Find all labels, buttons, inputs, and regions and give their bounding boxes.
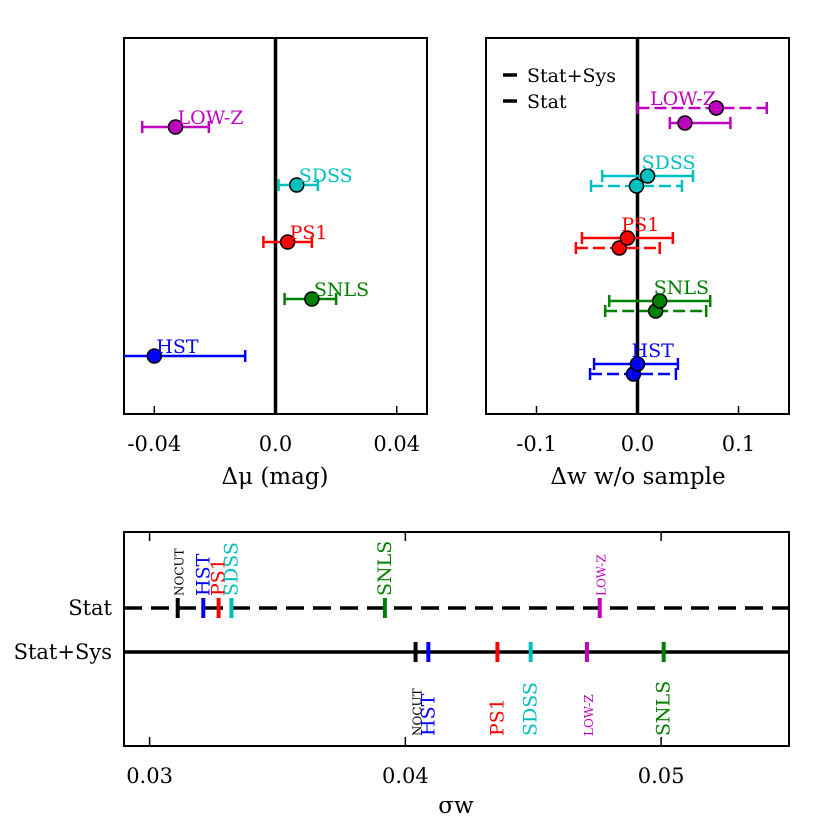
w-point-ps1: PS1 [574,214,675,256]
mu-label-ps1: PS1 [290,222,328,244]
w-point-low-z: LOW-Z [636,88,769,131]
w-marker-stat-ps1 [619,230,636,246]
mu-xlabel: Δμ (mag) [221,464,328,490]
sigma-label-stat-sys-low-z: LOW-Z [582,694,596,736]
mu-marker-sdss [288,177,305,193]
mu-xtick-label: 0.04 [373,432,420,456]
w-label-sdss: SDSS [642,152,696,174]
mu-point-sdss: SDSS [277,165,353,193]
sigma-row-label-stat-sys: Stat+Sys [14,640,112,664]
w-marker-statsys-low-z [708,100,725,116]
w-xlabel: Δw w/o sample [550,464,725,490]
w-marker-statsys-sdss [628,178,645,194]
mu-point-snls: SNLS [283,279,369,307]
sigma-label-stat-sys-ps1: PS1 [486,698,508,736]
mu-xtick-label: 0.0 [259,432,292,456]
sigma-label-stat-nocut: NOCUT [173,548,187,596]
mu-point-low-z: LOW-Z [140,107,244,135]
w-point-sdss: SDSS [589,152,696,194]
sigma-label-stat-low-z: LOW-Z [595,554,609,596]
legend-statsys-label: Stat+Sys [527,65,616,87]
mu-marker-low-z [167,119,184,135]
mu-label-low-z: LOW-Z [178,107,244,129]
mu-marker-hst [146,348,163,364]
sigma-label-stat-ps1: PS1 [208,558,230,596]
mu-marker-ps1 [279,234,296,250]
w-marker-stat-hst [629,356,646,372]
w-marker-statsys-ps1 [611,240,628,256]
legend: Stat+Sys Stat [503,65,616,113]
sigma-label-stat-sys-snls: SNLS [653,681,675,736]
w-label-snls: SNLS [654,277,709,299]
mu-xtick-label: -0.04 [127,432,181,456]
sigma-label-stat-hst: HST [192,553,214,596]
sigma-xtick-label: 0.04 [382,764,429,788]
panel-delta-w: -0.1 0.0 0.1 LOW-Z SDSS PS1 SNLS HST Stat+Sys S… [485,37,790,490]
mu-point-ps1: PS1 [262,222,328,250]
w-xtick-label: -0.1 [516,432,557,456]
w-point-snls: SNLS [603,277,712,319]
sigma-label-stat-sys-sdss: SDSS [520,682,542,736]
mu-label-snls: SNLS [314,279,369,301]
mu-label-hst: HST [156,336,199,358]
panel-delta-mu: -0.04 0.0 0.04 LOW-Z SDSS PS1 SNLS HST Δμ (mag) [123,37,428,490]
sigma-label-stat-snls: SNLS [374,541,396,596]
sigma-row-label-stat: Stat [68,596,112,620]
legend-stat-label: Stat [527,91,567,113]
w-marker-stat-sdss [639,168,656,184]
w-marker-stat-low-z [677,115,693,131]
sigma-xtick-label: 0.05 [638,764,685,788]
mu-label-sdss: SDSS [299,165,353,187]
w-label-ps1: PS1 [621,214,659,236]
mu-marker-snls [304,291,320,307]
sigma-label-stat-sys-hst: HST [417,693,439,736]
w-label-low-z: LOW-Z [650,88,716,110]
w-xtick-label: 0.1 [722,432,755,456]
sigma-xtick-label: 0.03 [126,764,173,788]
sigma-label-stat-sdss: SDSS [220,542,242,596]
w-marker-stat-snls [651,293,668,309]
w-label-hst: HST [632,340,675,362]
sigma-xlabel: σw [438,793,474,819]
w-xtick-label: 0.0 [621,432,654,456]
mu-point-hst: HST [124,336,247,364]
w-point-hst: HST [588,340,680,382]
sigma-label-stat-sys-nocut: NOCUT [411,688,425,736]
